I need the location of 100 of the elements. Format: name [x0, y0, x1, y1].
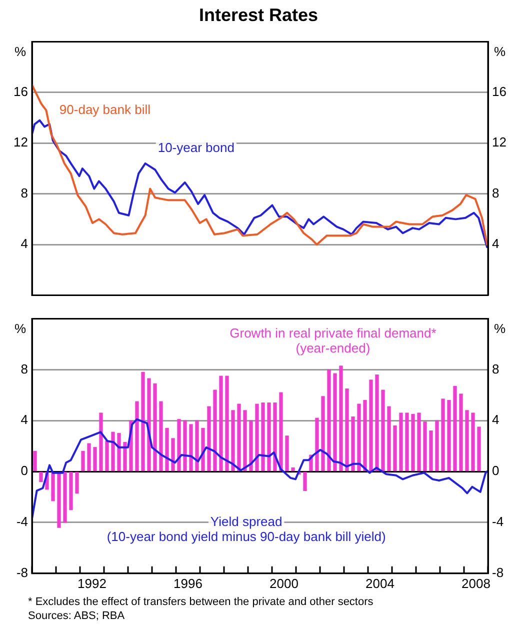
bar — [39, 472, 43, 482]
x-tick-label: 1996 — [174, 576, 202, 591]
y-tick-label: -8 — [16, 564, 28, 580]
bar — [261, 402, 265, 472]
bar — [375, 374, 379, 472]
y2-tick-label: 4 — [492, 236, 500, 252]
y-tick-label: 8 — [20, 185, 28, 200]
x-tick-label: 1992 — [78, 576, 106, 591]
bar — [69, 472, 73, 510]
bar — [345, 388, 349, 472]
bar — [399, 412, 403, 472]
y2-tick-label: 0 — [492, 463, 500, 478]
y-axis-title: % — [14, 320, 26, 336]
x-tick-label: 2000 — [270, 576, 298, 591]
bar — [459, 394, 463, 472]
bar — [285, 436, 289, 472]
bar — [417, 412, 421, 472]
text: Yield spread (10-year bond yield minus 90-day bank bill yield) — [106, 514, 386, 544]
y-tick-label: 8 — [20, 361, 28, 376]
text: * Excludes the effect of transfers between the private and other sectors — [28, 595, 374, 609]
x-tick-label: 2004 — [366, 576, 394, 591]
series-label: Growth in real private final demand* (year-ended) — [230, 326, 436, 356]
bar — [423, 422, 427, 472]
bar — [471, 412, 475, 472]
bar — [105, 440, 109, 472]
bar — [213, 390, 217, 472]
bar — [183, 420, 187, 472]
bar — [441, 398, 445, 472]
bar — [363, 400, 367, 472]
bar — [201, 428, 205, 472]
bar — [57, 472, 61, 528]
bar — [141, 372, 145, 472]
bar — [381, 390, 385, 472]
y2-axis-title: % — [494, 320, 506, 336]
y2-tick-label: -4 — [492, 514, 504, 530]
bar — [429, 430, 433, 472]
bar — [207, 406, 211, 472]
bar — [279, 392, 283, 472]
bar — [231, 410, 235, 472]
y2-tick-label: 8 — [492, 361, 500, 376]
series-label: 10-year bond — [158, 140, 234, 155]
y-tick-label: 0 — [20, 463, 28, 478]
bar — [135, 401, 139, 472]
bar — [111, 432, 115, 472]
bar — [267, 402, 271, 472]
bar — [465, 410, 469, 472]
bar — [93, 447, 97, 472]
bar — [195, 420, 199, 472]
bar — [477, 426, 481, 472]
bar — [357, 404, 361, 472]
bar — [291, 467, 295, 472]
y2-axis-title: % — [494, 44, 506, 59]
bar — [33, 450, 37, 472]
bar — [81, 450, 85, 472]
bar — [327, 369, 331, 472]
bar — [273, 402, 277, 472]
bar — [147, 378, 151, 472]
bar — [453, 386, 457, 472]
bar — [387, 406, 391, 472]
bar — [315, 418, 319, 472]
bar — [225, 376, 229, 472]
bar — [303, 472, 307, 491]
x-tick-label: 2008 — [462, 576, 490, 591]
bar — [123, 442, 127, 472]
y-tick-label: 12 — [14, 134, 28, 150]
bar — [189, 424, 193, 472]
bar — [339, 366, 343, 472]
bar — [219, 376, 223, 472]
bar — [447, 400, 451, 472]
bar — [117, 433, 121, 472]
bar — [255, 404, 259, 472]
bar — [177, 419, 181, 472]
bar — [321, 396, 325, 472]
bar — [393, 425, 397, 472]
y-tick-label: 4 — [20, 236, 28, 252]
bar — [369, 380, 373, 472]
y2-tick-label: -8 — [492, 564, 504, 580]
bar — [99, 412, 103, 472]
y2-tick-label: 16 — [492, 84, 506, 100]
bar — [171, 438, 175, 472]
bar — [159, 401, 163, 472]
bar — [153, 383, 157, 472]
y2-tick-label: 8 — [492, 185, 500, 200]
y-tick-label: -4 — [16, 514, 28, 530]
y-axis-title: % — [14, 44, 26, 59]
bar — [351, 416, 355, 472]
bar — [165, 428, 169, 472]
bar — [333, 373, 337, 472]
y-tick-label: 16 — [14, 84, 28, 100]
bar — [243, 410, 247, 472]
bar — [237, 404, 241, 472]
y-tick-label: 4 — [20, 412, 28, 428]
bar — [63, 472, 67, 523]
bar — [51, 472, 55, 502]
bar — [411, 414, 415, 472]
bar — [75, 472, 79, 494]
source-note: Sources: ABS; RBA — [28, 609, 126, 623]
y2-tick-label: 4 — [492, 412, 500, 428]
bar — [249, 420, 253, 472]
bar — [435, 420, 439, 472]
